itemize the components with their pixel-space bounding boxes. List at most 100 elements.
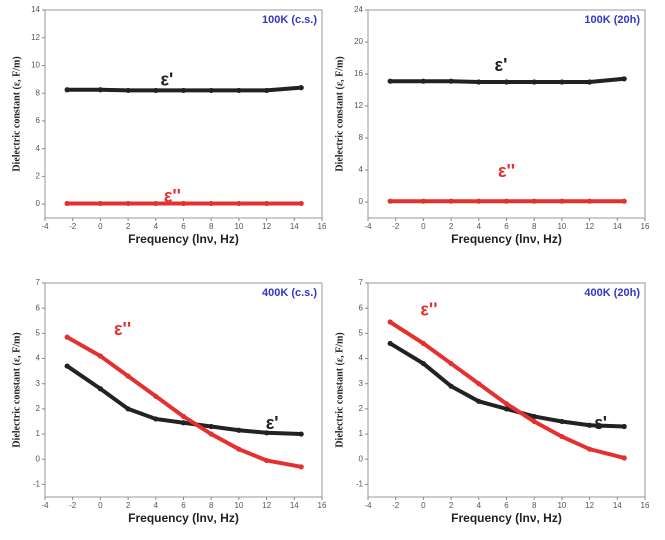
x-tick-label: 14: [613, 222, 622, 231]
y-tick-label: 8: [359, 133, 364, 142]
data-point: [476, 79, 482, 85]
data-point: [64, 200, 70, 207]
data-point: [531, 198, 537, 204]
x-tick-label: 4: [477, 222, 482, 231]
y-tick-label: -1: [33, 480, 41, 489]
x-tick-label: 10: [234, 222, 243, 231]
data-point: [476, 198, 482, 204]
data-point: [236, 200, 242, 207]
series-label: ε'': [498, 161, 515, 181]
x-tick-label: 0: [421, 501, 426, 510]
data-line: [389, 341, 625, 429]
x-tick-label: -4: [364, 501, 372, 510]
y-tick-label: 4: [359, 165, 364, 174]
y-tick-label: 0: [359, 454, 364, 463]
x-tick-label: 4: [477, 501, 482, 510]
y-tick-label: -1: [356, 480, 364, 489]
series-label: ε'': [114, 319, 131, 339]
data-point: [621, 76, 627, 82]
y-tick-label: 3: [359, 379, 364, 388]
data-point: [559, 79, 565, 85]
data-point: [97, 200, 103, 207]
x-tick-label: 4: [154, 222, 159, 231]
data-point: [208, 423, 214, 430]
x-tick-label: 4: [154, 501, 159, 510]
data-point: [476, 398, 482, 404]
data-point: [153, 393, 159, 399]
y-tick-label: 2: [36, 172, 41, 181]
y-tick-label: 24: [354, 5, 363, 14]
y-tick-label: 6: [359, 303, 364, 312]
data-point: [621, 198, 627, 204]
x-tick-label: -2: [392, 222, 400, 231]
x-tick-label: 12: [262, 222, 271, 231]
data-point: [208, 431, 214, 437]
x-tick-label: 10: [557, 501, 566, 510]
data-point: [236, 446, 242, 452]
data-point: [236, 87, 242, 94]
y-tick-label: 4: [36, 354, 41, 363]
x-tick-label: 10: [557, 222, 566, 231]
data-point: [298, 464, 304, 470]
y-tick-label: 0: [359, 197, 364, 206]
x-tick-label: 12: [262, 501, 271, 510]
y-tick-label: 16: [354, 69, 363, 78]
data-point: [587, 198, 593, 204]
y-tick-label: 0: [36, 199, 41, 208]
data-point: [531, 418, 537, 425]
data-point: [387, 319, 393, 325]
y-tick-label: 12: [354, 101, 363, 110]
data-point: [448, 198, 454, 204]
plot-frame: [367, 282, 646, 498]
x-tick-label: 8: [532, 501, 537, 510]
data-point: [64, 363, 70, 369]
panel-annotation: 400K (c.s.): [262, 287, 317, 299]
y-tick-label: 12: [31, 33, 40, 42]
y-tick-label: 2: [36, 404, 41, 413]
series-label: ε': [160, 69, 173, 89]
y-tick-label: 4: [36, 144, 41, 153]
data-point: [503, 401, 510, 407]
data-point: [64, 87, 70, 93]
x-tick-label: 2: [449, 222, 454, 231]
data-point: [387, 78, 393, 84]
y-tick-label: 4: [359, 354, 364, 363]
data-point: [448, 383, 454, 389]
x-axis-title: Frequency (lnν, Hz): [451, 511, 562, 525]
data-point: [559, 198, 565, 204]
y-tick-label: 6: [36, 116, 41, 125]
y-tick-label: 7: [36, 278, 41, 287]
data-point: [621, 423, 627, 430]
y-tick-label: 5: [359, 328, 364, 337]
y-tick-label: 0: [36, 454, 41, 463]
series-label: ε'': [164, 186, 181, 206]
data-point: [264, 457, 270, 464]
x-tick-label: 12: [585, 222, 594, 231]
x-axis-title: Frequency (lnν, Hz): [128, 232, 239, 246]
data-point: [153, 87, 159, 94]
data-point: [531, 413, 537, 420]
x-tick-label: 14: [290, 222, 299, 231]
data-point: [587, 79, 593, 85]
data-point: [476, 381, 482, 387]
y-axis-title: Dielectric constant (ε, F/m): [334, 56, 345, 171]
y-tick-label: 14: [31, 5, 40, 14]
data-point: [153, 200, 159, 207]
data-point: [559, 418, 565, 425]
data-point: [153, 416, 159, 422]
data-point: [387, 340, 393, 347]
y-tick-label: 7: [359, 278, 364, 287]
x-tick-label: 2: [126, 501, 131, 510]
x-tick-label: 10: [234, 501, 243, 510]
data-point: [180, 413, 187, 420]
data-point: [64, 334, 70, 340]
data-point: [125, 87, 131, 94]
data-point: [298, 200, 304, 207]
x-tick-label: 6: [181, 222, 186, 231]
x-tick-label: 2: [126, 222, 131, 231]
x-tick-label: -4: [41, 222, 49, 231]
x-tick-label: 6: [504, 222, 509, 231]
panel-annotation: 100K (20h): [584, 14, 640, 26]
data-point: [448, 78, 454, 84]
plot-frame: [367, 9, 646, 219]
